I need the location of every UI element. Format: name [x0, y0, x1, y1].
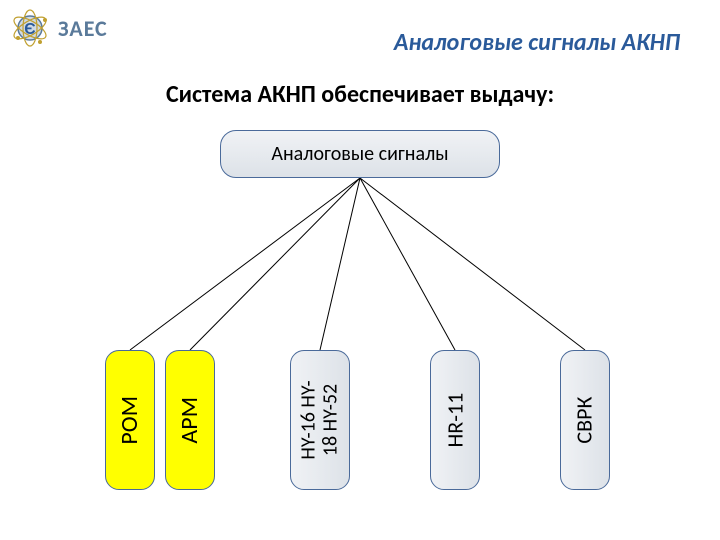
root-node: Аналоговые сигналы: [220, 130, 500, 178]
node-label-svrk: СВРК: [573, 396, 597, 443]
node-label-hr11: HR-11: [443, 393, 467, 448]
page-title: Аналоговые сигналы АКНП: [394, 28, 680, 57]
node-label-hy: HY-16 HY-18 HY-52: [298, 380, 342, 459]
atom-icon: Є: [10, 8, 50, 48]
node-hr11: HR-11: [430, 350, 480, 490]
logo: Є ЗАЕС: [10, 8, 108, 48]
node-arm: АРМ: [165, 350, 215, 490]
node-svrk: СВРК: [560, 350, 610, 490]
page-subtitle: Система АКНП обеспечивает выдачу:: [0, 80, 720, 109]
logo-text: ЗАЕС: [58, 15, 108, 42]
node-label-rom: РОМ: [117, 396, 143, 445]
node-label-arm: АРМ: [177, 397, 203, 444]
node-hy: HY-16 HY-18 HY-52: [290, 350, 350, 490]
node-rom: РОМ: [105, 350, 155, 490]
root-label: Аналоговые сигналы: [271, 142, 448, 166]
